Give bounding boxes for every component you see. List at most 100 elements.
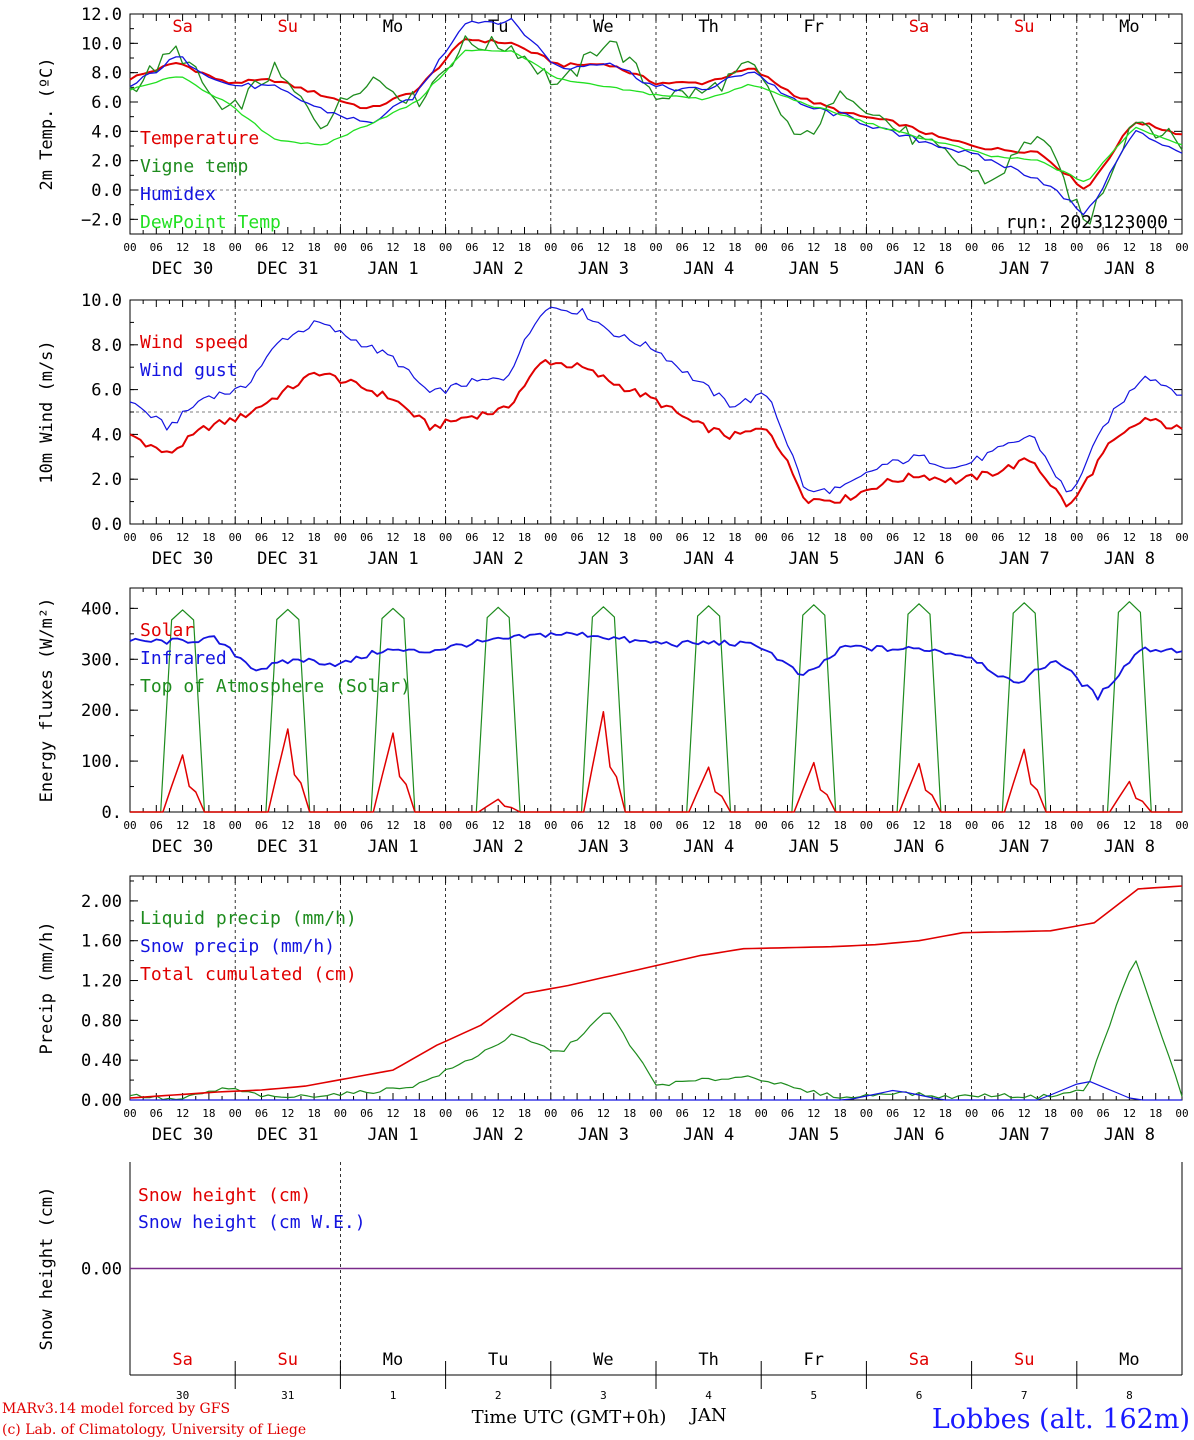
day-number: 3 bbox=[600, 1389, 607, 1402]
hour-label: 18 bbox=[833, 1107, 846, 1120]
hour-label: 06 bbox=[360, 531, 373, 544]
y-tick-label: 1.60 bbox=[81, 932, 122, 952]
date-label: JAN 5 bbox=[788, 259, 839, 279]
legend-entry: DewPoint Temp bbox=[140, 212, 281, 233]
hour-label: 06 bbox=[676, 1107, 689, 1120]
legend-entry: Snow height (cm) bbox=[138, 1185, 311, 1206]
y-axis-label: Snow height (cm) bbox=[37, 1187, 57, 1351]
hour-label: 00 bbox=[123, 531, 136, 544]
series-blue bbox=[129, 306, 1183, 495]
series-liquid-precip bbox=[129, 960, 1183, 1101]
date-label: JAN 5 bbox=[788, 549, 839, 569]
hour-label: 12 bbox=[912, 1107, 925, 1120]
hour-label: 18 bbox=[833, 531, 846, 544]
hour-label: 00 bbox=[439, 1107, 452, 1120]
hour-label: 12 bbox=[281, 241, 294, 254]
hour-label: 12 bbox=[281, 819, 294, 832]
hour-label: 00 bbox=[755, 819, 768, 832]
hour-label: 12 bbox=[702, 1107, 715, 1120]
hour-label: 06 bbox=[255, 1107, 268, 1120]
hour-label: 12 bbox=[1123, 819, 1136, 832]
date-label: JAN 8 bbox=[1104, 837, 1155, 857]
legend-entry: Snow precip (mm/h) bbox=[140, 936, 335, 957]
hour-label: 18 bbox=[518, 241, 531, 254]
date-label: JAN 2 bbox=[473, 837, 524, 857]
date-label: JAN 2 bbox=[473, 549, 524, 569]
day-number: 7 bbox=[1021, 1389, 1028, 1402]
series-red bbox=[129, 38, 1183, 190]
day-name: Tu bbox=[488, 17, 508, 37]
hour-label: 18 bbox=[623, 531, 636, 544]
hour-label: 18 bbox=[1044, 819, 1057, 832]
hour-label: 00 bbox=[1070, 241, 1083, 254]
hour-label: 18 bbox=[833, 241, 846, 254]
hour-label: 12 bbox=[176, 241, 189, 254]
hour-label: 12 bbox=[597, 241, 610, 254]
hour-label: 06 bbox=[676, 531, 689, 544]
legend-entry: Snow height (cm W.E.) bbox=[138, 1212, 366, 1233]
day-name: Sa bbox=[909, 1350, 929, 1370]
hour-label: 18 bbox=[413, 531, 426, 544]
y-tick-label: 2.0 bbox=[91, 470, 122, 490]
panel-1: 12.0 10.0 8.0 6.0 4.0 2.0 0.0 −2.0 2m Temp. (ºC)… bbox=[37, 5, 1189, 279]
panel-3: 400. 300. 200. 100. 0. Energy fluxes (W/m²) 00… bbox=[37, 587, 1189, 857]
y-tick-label: 10.0 bbox=[81, 291, 122, 311]
hour-label: 06 bbox=[991, 1107, 1004, 1120]
hour-label: 18 bbox=[518, 1107, 531, 1120]
hour-label: 18 bbox=[728, 531, 741, 544]
day-name: Su bbox=[1014, 17, 1034, 37]
hour-label: 00 bbox=[649, 531, 662, 544]
hour-label: 00 bbox=[1070, 819, 1083, 832]
hour-label: 12 bbox=[492, 531, 505, 544]
y-tick-label: 8.0 bbox=[91, 336, 122, 356]
date-label: JAN 7 bbox=[999, 259, 1050, 279]
hour-label: 06 bbox=[991, 819, 1004, 832]
y-tick-label: 0. bbox=[102, 803, 122, 823]
hour-label: 06 bbox=[360, 819, 373, 832]
y-tick-label: 8.0 bbox=[91, 64, 122, 84]
hour-label: 12 bbox=[176, 531, 189, 544]
hour-label: 18 bbox=[307, 241, 320, 254]
hour-label: 00 bbox=[965, 531, 978, 544]
hour-label: 06 bbox=[360, 241, 373, 254]
hour-label: 18 bbox=[728, 241, 741, 254]
hour-label: 06 bbox=[150, 531, 163, 544]
hour-label: 06 bbox=[465, 819, 478, 832]
legend-entry: Humidex bbox=[140, 184, 216, 205]
hour-label: 06 bbox=[781, 241, 794, 254]
day-name: We bbox=[593, 17, 613, 37]
hour-label: 18 bbox=[307, 819, 320, 832]
date-label: JAN 1 bbox=[367, 837, 418, 857]
hour-label: 00 bbox=[649, 819, 662, 832]
hour-label: 12 bbox=[492, 241, 505, 254]
hour-label: 06 bbox=[1096, 1107, 1109, 1120]
hour-label: 18 bbox=[518, 531, 531, 544]
day-number: 1 bbox=[390, 1389, 397, 1402]
hour-label: 00 bbox=[439, 531, 452, 544]
hour-label: 12 bbox=[912, 819, 925, 832]
day-number: 2 bbox=[495, 1389, 502, 1402]
hour-label: 06 bbox=[570, 241, 583, 254]
series-light_green bbox=[129, 49, 1183, 183]
date-label: JAN 6 bbox=[893, 549, 944, 569]
date-label: JAN 1 bbox=[367, 259, 418, 279]
hour-label: 12 bbox=[386, 1107, 399, 1120]
y-tick-label: 4.0 bbox=[91, 425, 122, 445]
day-name: Sa bbox=[909, 17, 929, 37]
hour-label: 12 bbox=[597, 819, 610, 832]
y-axis-label: Precip (mm/h) bbox=[37, 921, 57, 1054]
y-tick-label: 0.00 bbox=[81, 1091, 122, 1111]
hour-label: 00 bbox=[544, 819, 557, 832]
y-tick-label: 0.40 bbox=[81, 1051, 122, 1071]
hour-label: 12 bbox=[702, 819, 715, 832]
date-label: DEC 31 bbox=[257, 259, 318, 279]
hour-label: 00 bbox=[229, 241, 242, 254]
date-label: DEC 31 bbox=[257, 1125, 318, 1145]
date-label: DEC 30 bbox=[152, 259, 213, 279]
hour-label: 18 bbox=[939, 531, 952, 544]
hour-label: 18 bbox=[939, 819, 952, 832]
hour-label: 00 bbox=[860, 241, 873, 254]
legend-entry: Temperature bbox=[140, 128, 259, 149]
hour-label: 06 bbox=[886, 241, 899, 254]
hour-label: 06 bbox=[255, 819, 268, 832]
